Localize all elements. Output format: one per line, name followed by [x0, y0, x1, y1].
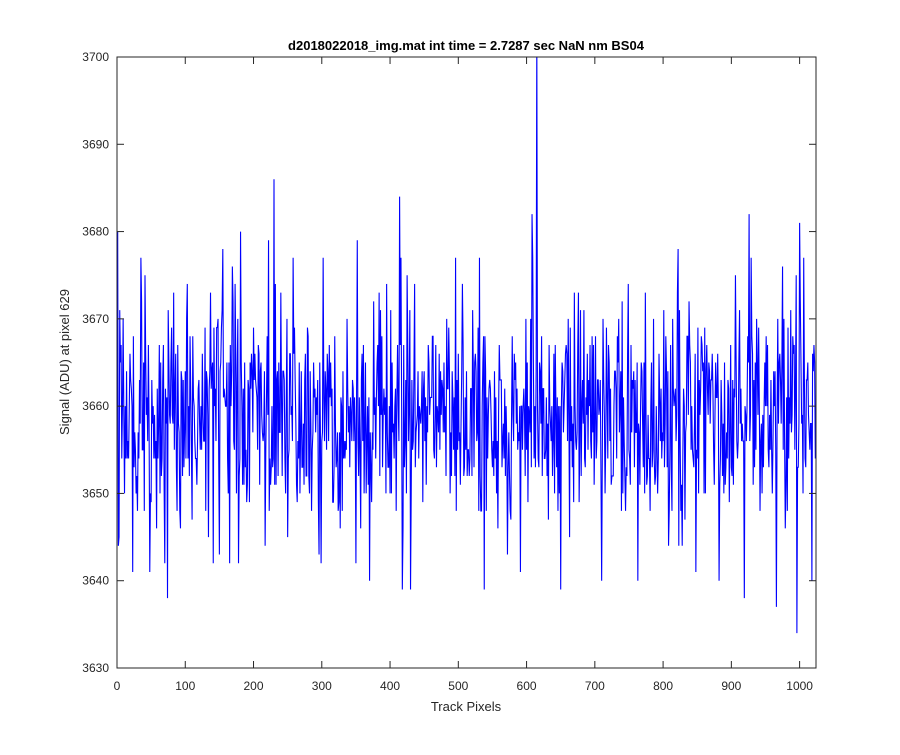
x-tick-label: 800: [653, 679, 673, 693]
x-tick-label: 1000: [786, 679, 813, 693]
plot-area: 0 100 200 300 400 500 600 700 800 900 1000 3630 3640…: [82, 50, 817, 693]
x-axis-title: Track Pixels: [431, 699, 502, 714]
x-tick-label: 400: [380, 679, 400, 693]
x-tick-label: 700: [585, 679, 605, 693]
y-axis-title: Signal (ADU) at pixel 629: [57, 289, 72, 435]
x-tick-label: 900: [721, 679, 741, 693]
y-tick-label: 3680: [82, 225, 109, 239]
chart-title: d2018022018_img.mat int time = 2.7287 se…: [288, 38, 645, 53]
y-tick-label: 3630: [82, 661, 109, 675]
x-tick-label: 200: [244, 679, 264, 693]
series-line: [117, 57, 816, 634]
y-tick-label: 3690: [82, 137, 109, 151]
x-tick-label: 0: [114, 679, 121, 693]
y-tick-label: 3650: [82, 486, 109, 500]
y-tick-label: 3660: [82, 399, 109, 413]
y-tick-label: 3700: [82, 50, 109, 64]
x-tick-label: 300: [312, 679, 332, 693]
axes-background: [117, 57, 816, 668]
y-tick-label: 3640: [82, 574, 109, 588]
x-tick-label: 100: [175, 679, 195, 693]
axes-box: [116, 56, 817, 669]
x-tick-label: 600: [517, 679, 537, 693]
y-tick-label: 3670: [82, 312, 109, 326]
x-tick-label: 500: [448, 679, 468, 693]
